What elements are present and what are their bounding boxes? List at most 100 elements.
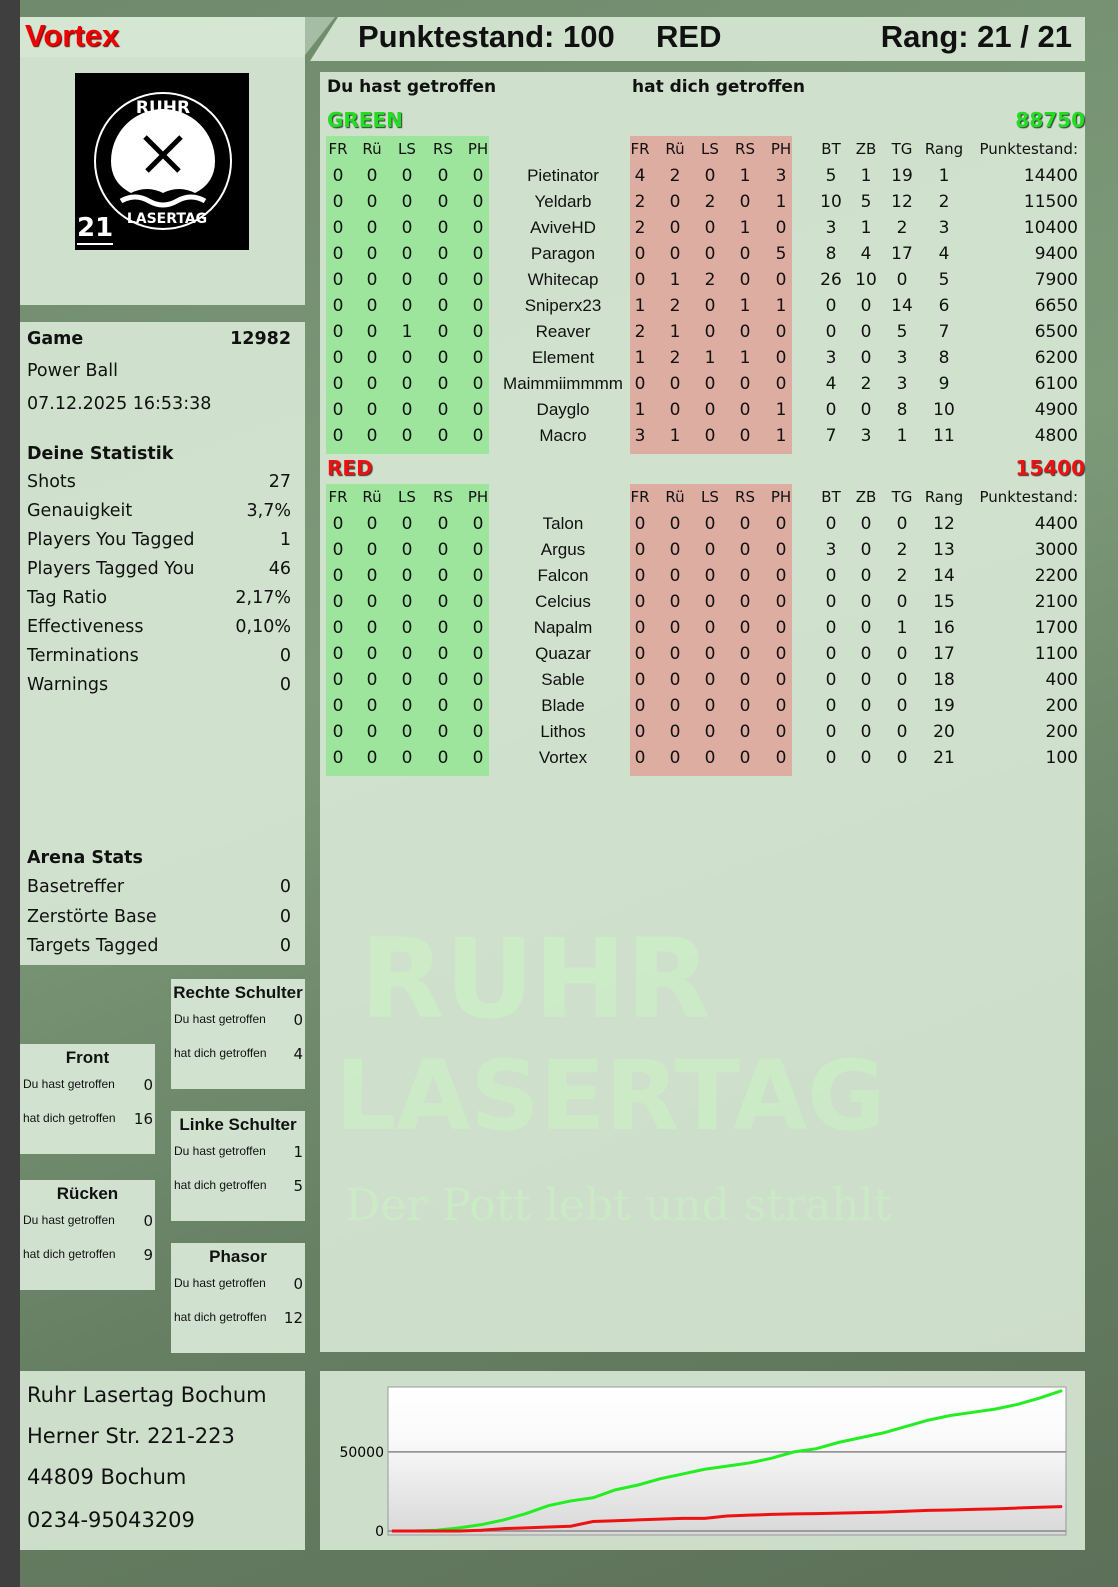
- got-cell: 1: [669, 426, 681, 446]
- data-point: [704, 1517, 706, 1519]
- hit-cell: 0: [401, 514, 413, 534]
- hit-cell: 0: [332, 322, 344, 342]
- score-cell: 6200: [1034, 348, 1078, 368]
- zone-hit-value: 0: [143, 1076, 153, 1094]
- arena-title: Arena Stats: [27, 848, 143, 868]
- hit-cell: 0: [401, 618, 413, 638]
- data-point: [659, 1478, 661, 1480]
- stat-value: 2,17%: [235, 588, 291, 608]
- player-row[interactable]: 0 0 0 0 0 Maimmiimmmm 0 0 0 0 0 4 2 3 9 6100: [326, 374, 1078, 400]
- rang-cell: 19: [933, 696, 955, 716]
- player-name: Sniperx23: [524, 296, 602, 315]
- zone-got-label: hat dich getroffen: [174, 1310, 267, 1324]
- bt-cell: 3: [825, 540, 837, 560]
- hit-cell: 0: [437, 166, 449, 186]
- player-row[interactable]: 0 0 0 0 0 Vortex 0 0 0 0 0 0 0 0 21 100: [326, 748, 1078, 774]
- team-name-red: RED: [327, 456, 373, 480]
- tg-cell: 2: [896, 218, 908, 238]
- col-header: LS: [701, 488, 719, 506]
- score-cell: 14400: [1023, 166, 1078, 186]
- hit-cell: 0: [437, 670, 449, 690]
- hit-cell: 0: [437, 540, 449, 560]
- player-name: Blade: [541, 696, 585, 715]
- hit-cell: 0: [366, 296, 378, 316]
- tg-cell: 0: [896, 696, 908, 716]
- player-row[interactable]: 0 0 0 0 0 Yeldarb 2 0 2 0 1 10 5 12 2 11500: [326, 192, 1078, 218]
- hit-cell: 0: [366, 218, 378, 238]
- bt-cell: 0: [825, 400, 837, 420]
- player-row[interactable]: 0 0 0 0 0 Sniperx23 1 2 0 1 1 0 0 14 6 6650: [326, 296, 1078, 322]
- got-cell: 1: [739, 348, 751, 368]
- zone-hit-value: 1: [293, 1143, 303, 1161]
- zone-title: Linke Schulter: [179, 1115, 297, 1134]
- col-header: Punktestand:: [979, 140, 1078, 158]
- player-row[interactable]: 0 0 0 0 0 Napalm 0 0 0 0 0 0 0 1 16 1700: [326, 618, 1078, 644]
- hit-cell: 0: [472, 722, 484, 742]
- player-row[interactable]: 0 0 0 0 0 AviveHD 2 0 0 1 0 3 1 2 3 10400: [326, 218, 1078, 244]
- data-point: [547, 1505, 549, 1507]
- hit-cell: 0: [472, 166, 484, 186]
- player-row[interactable]: 0 0 0 0 0 Pietinator 4 2 0 1 3 5 1 19 1 14400: [326, 166, 1078, 192]
- got-cell: 1: [775, 400, 787, 420]
- data-point: [927, 1419, 929, 1421]
- data-point: [748, 1462, 750, 1464]
- stat-value: 1: [279, 530, 291, 550]
- data-point: [726, 1465, 728, 1467]
- got-cell: 0: [739, 566, 751, 586]
- score-cell: 1100: [1034, 644, 1078, 664]
- player-row[interactable]: 0 0 0 0 0 Macro 3 1 0 0 1 7 3 1 11 4800: [326, 426, 1078, 452]
- player-row[interactable]: 0 0 0 0 0 Falcon 0 0 0 0 0 0 0 2 14 2200: [326, 566, 1078, 592]
- got-cell: 0: [634, 244, 646, 264]
- tg-cell: 3: [896, 374, 908, 394]
- player-row[interactable]: 0 0 0 0 0 Sable 0 0 0 0 0 0 0 0 18 400: [326, 670, 1078, 696]
- score-cell: 3000: [1034, 540, 1078, 560]
- hit-cell: 0: [366, 514, 378, 534]
- stat-label: Players Tagged You: [27, 559, 195, 579]
- got-cell: 5: [775, 244, 787, 264]
- got-cell: 0: [775, 748, 787, 768]
- player-row[interactable]: 0 0 0 0 0 Dayglo 1 0 0 0 1 0 0 8 10 4900: [326, 400, 1078, 426]
- zone-hit-label: Du hast getroffen: [174, 1144, 266, 1158]
- hit-cell: 0: [437, 322, 449, 342]
- player-panel-top: [20, 17, 335, 57]
- zone-got-value: 12: [283, 1309, 303, 1327]
- bt-cell: 10: [820, 192, 842, 212]
- svg-text:LASERTAG: LASERTAG: [127, 211, 207, 227]
- zone-hit-label: Du hast getroffen: [174, 1012, 266, 1026]
- zb-cell: 1: [860, 218, 872, 238]
- arena-stat-label: Targets Tagged: [27, 936, 159, 956]
- bt-cell: 0: [825, 722, 837, 742]
- got-cell: 0: [704, 374, 716, 394]
- stat-label: Players You Tagged: [27, 530, 195, 550]
- tg-cell: 17: [891, 244, 913, 264]
- col-header: RS: [433, 488, 453, 506]
- player-row[interactable]: 0 0 0 0 0 Quazar 0 0 0 0 0 0 0 0 17 1100: [326, 644, 1078, 670]
- player-row[interactable]: 0 0 0 0 0 Lithos 0 0 0 0 0 0 0 0 20 200: [326, 722, 1078, 748]
- got-cell: 0: [775, 270, 787, 290]
- player-row[interactable]: 0 0 0 0 0 Talon 0 0 0 0 0 0 0 0 12 4400: [326, 514, 1078, 540]
- data-point: [793, 1513, 795, 1515]
- player-row[interactable]: 0 0 1 0 0 Reaver 2 1 0 0 0 0 0 5 7 6500: [326, 322, 1078, 348]
- got-cell: 2: [704, 192, 716, 212]
- score-cell: 1700: [1034, 618, 1078, 638]
- got-cell: 0: [669, 722, 681, 742]
- hit-cell: 0: [366, 696, 378, 716]
- player-row[interactable]: 0 0 0 0 0 Argus 0 0 0 0 0 3 0 2 13 3000: [326, 540, 1078, 566]
- player-row[interactable]: 0 0 0 0 0 Celcius 0 0 0 0 0 0 0 0 15 2100: [326, 592, 1078, 618]
- data-point: [882, 1432, 884, 1434]
- hit-cell: 0: [472, 270, 484, 290]
- zone-linke-schulter: Linke Schulter Du hast getroffen 1 hat dich…: [171, 1111, 305, 1221]
- data-point: [994, 1408, 996, 1410]
- got-cell: 0: [704, 426, 716, 446]
- player-row[interactable]: 0 0 0 0 0 Blade 0 0 0 0 0 0 0 0 19 200: [326, 696, 1078, 722]
- hit-cell: 0: [332, 618, 344, 638]
- score-cell: 2200: [1034, 566, 1078, 586]
- player-row[interactable]: 0 0 0 0 0 Paragon 0 0 0 0 5 8 4 17 4 9400: [326, 244, 1078, 270]
- score-cell: 2100: [1034, 592, 1078, 612]
- player-row[interactable]: 0 0 0 0 0 Element 1 2 1 1 0 3 0 3 8 6200: [326, 348, 1078, 374]
- zb-cell: 10: [855, 270, 877, 290]
- hit-cell: 0: [332, 644, 344, 664]
- hit-cell: 0: [401, 426, 413, 446]
- zone-title: Front: [65, 1048, 110, 1067]
- player-row[interactable]: 0 0 0 0 0 Whitecap 0 1 2 0 0 26 10 0 5 7900: [326, 270, 1078, 296]
